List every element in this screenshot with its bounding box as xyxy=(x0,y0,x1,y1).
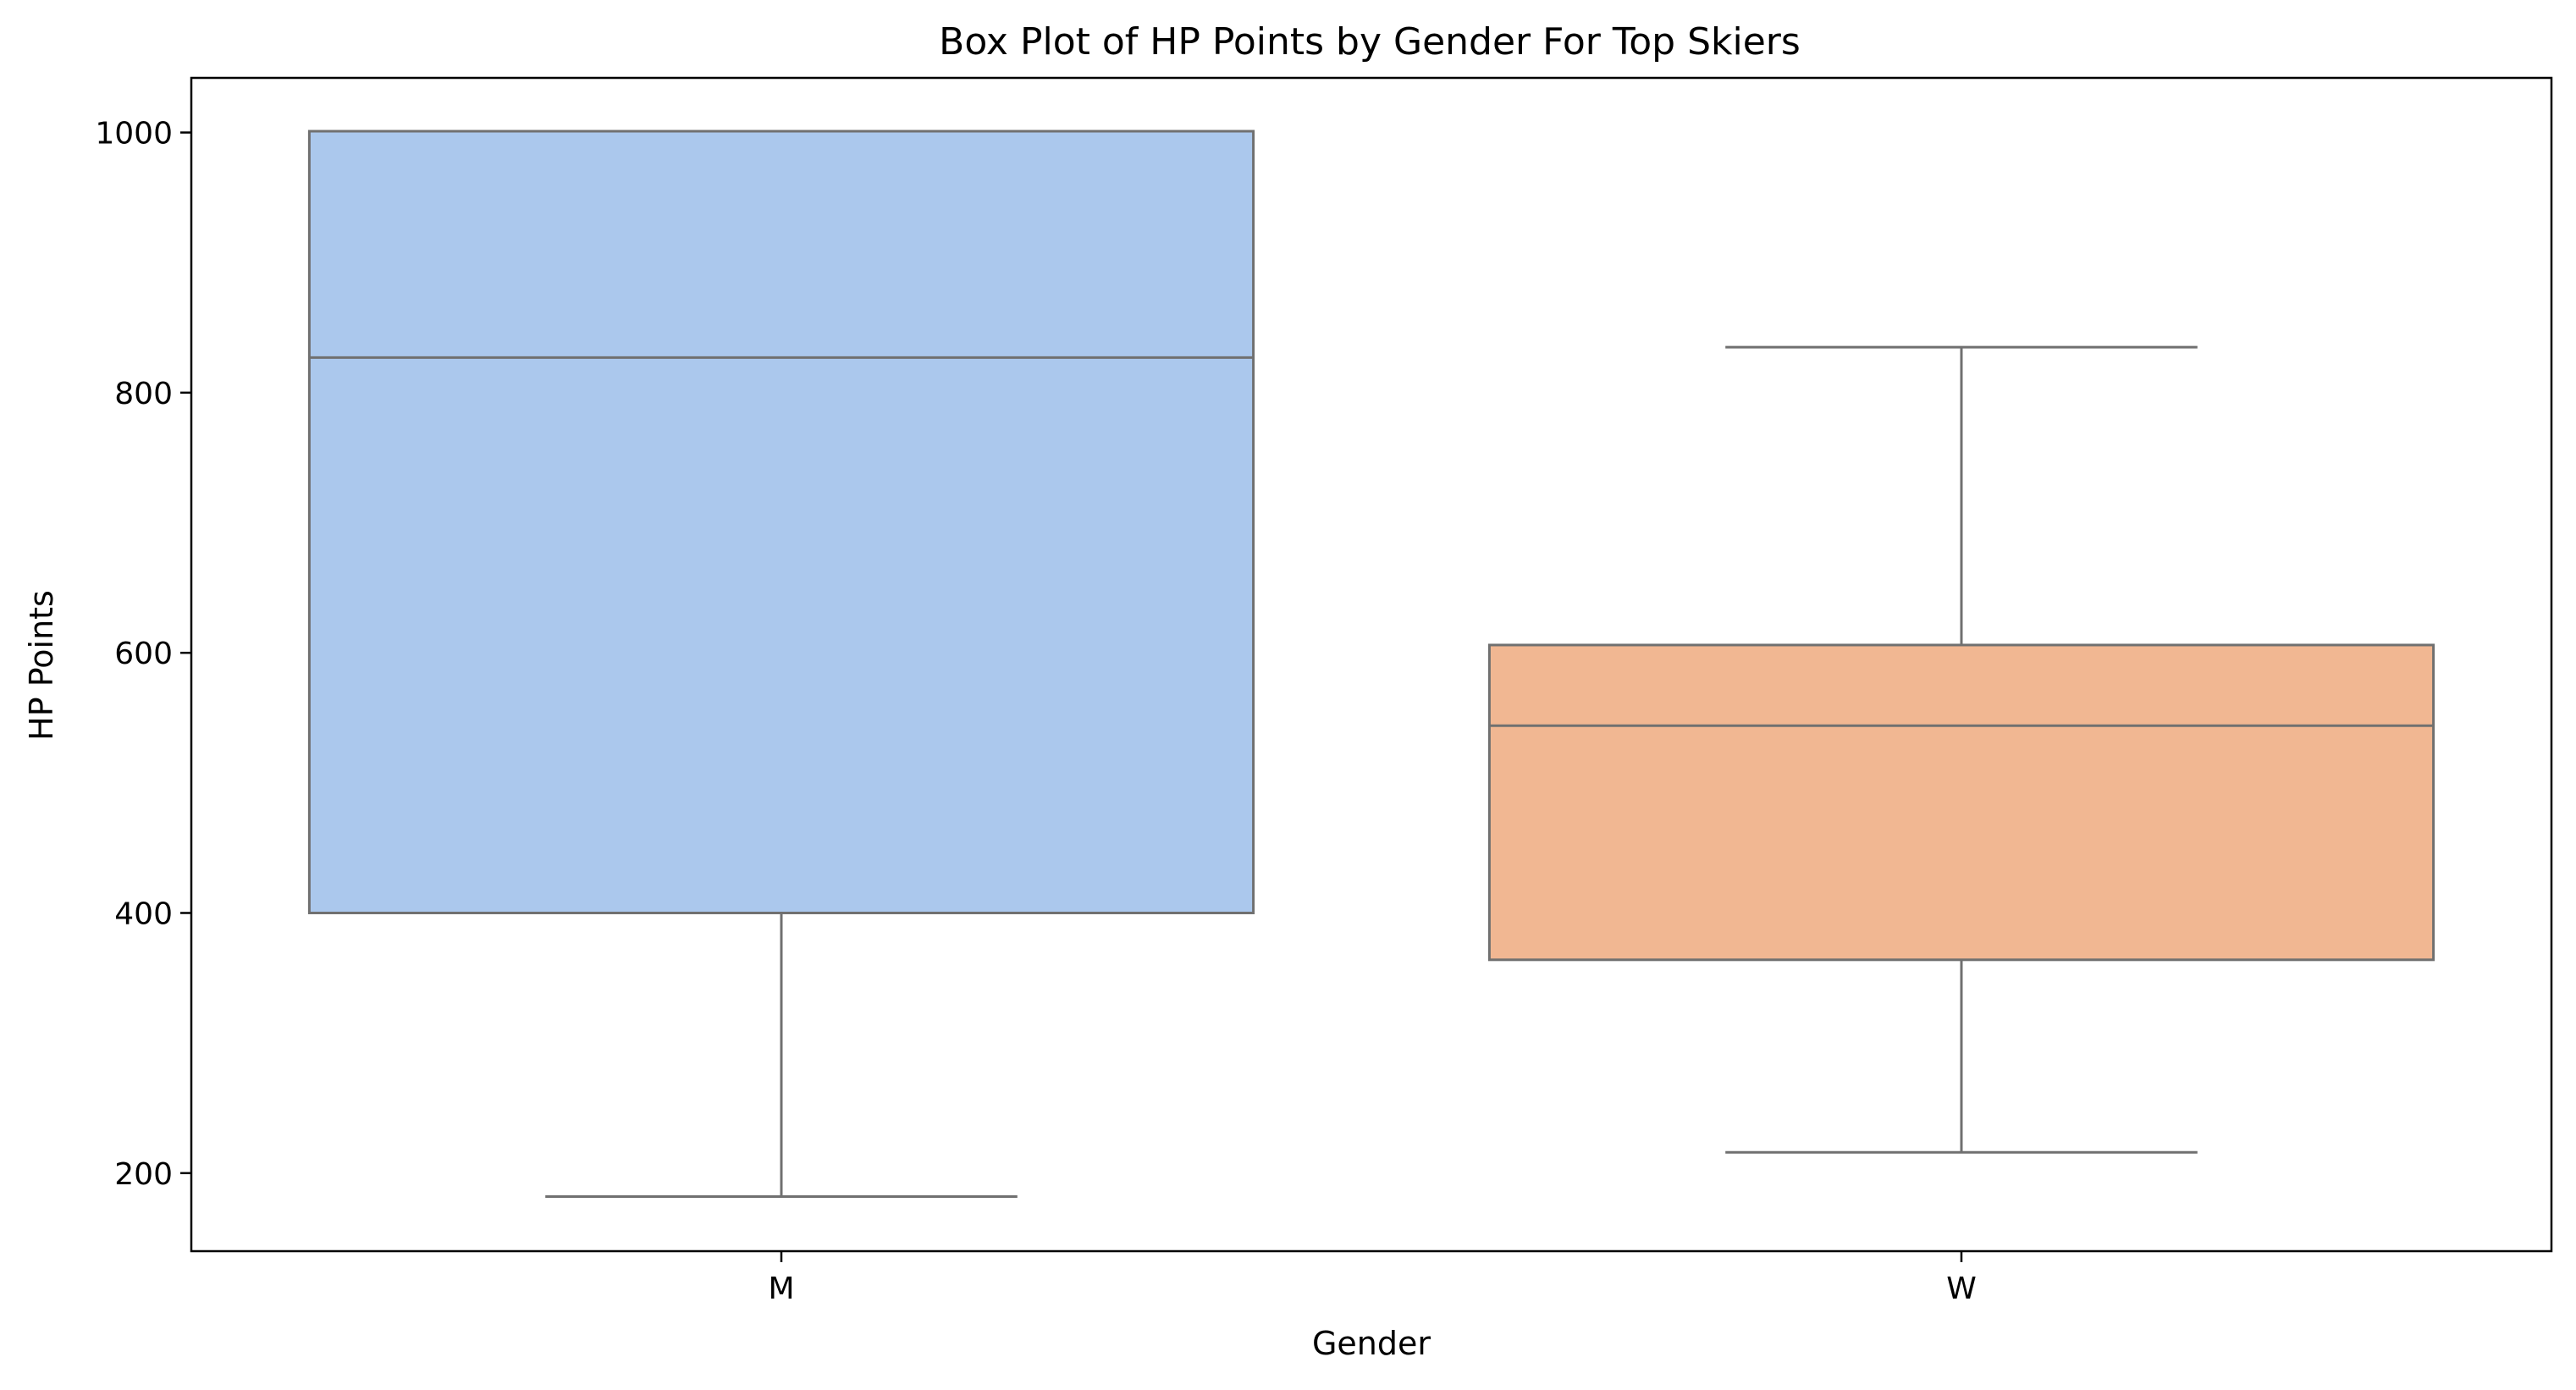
x-tick-label-m: M xyxy=(768,1271,794,1306)
iqr-box xyxy=(307,130,1255,914)
y-tick-label: 600 xyxy=(114,637,173,671)
x-axis-label: Gender xyxy=(1312,1325,1431,1362)
box-w xyxy=(1487,345,2435,1154)
box-m xyxy=(307,130,1255,1198)
plot-frame xyxy=(190,76,2553,1253)
y-tick-label: 1000 xyxy=(95,117,173,152)
plot-area xyxy=(307,130,2435,1198)
y-axis-label: HP Points xyxy=(23,590,60,741)
y-tick-label: 200 xyxy=(114,1157,173,1192)
y-axis: 200 400 600 800 1000 xyxy=(95,117,191,1192)
x-tick-label-w: W xyxy=(1946,1271,1977,1306)
iqr-box xyxy=(1487,643,2435,962)
chart-title: Box Plot of HP Points by Gender For Top … xyxy=(939,20,1801,63)
y-tick-label: 800 xyxy=(114,377,173,411)
y-tick-label: 400 xyxy=(114,896,173,931)
